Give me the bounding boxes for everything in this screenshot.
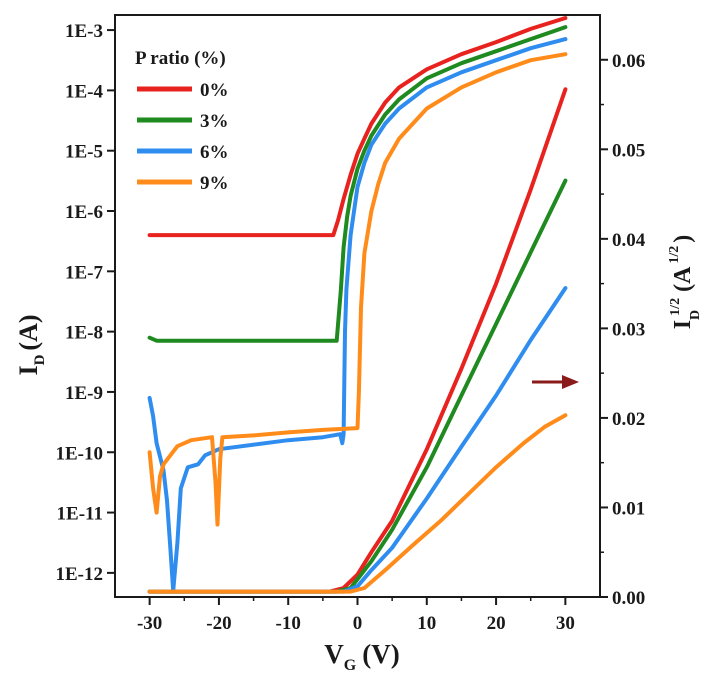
y-axis-left-label: ID(A) bbox=[14, 314, 48, 375]
data-curves bbox=[147, 16, 568, 594]
y-left-tick-label: 1E-12 bbox=[56, 564, 104, 585]
legend-title: P ratio (%) bbox=[135, 48, 226, 69]
transfer-curve-sqrt-9pct bbox=[147, 413, 568, 594]
x-tick-label: -20 bbox=[206, 613, 231, 634]
y-left-tick-label: 1E-11 bbox=[57, 504, 103, 525]
transfer-curve-log-6pct bbox=[147, 37, 568, 593]
y-axis-right-label: ID1/2(A1/2) bbox=[667, 235, 703, 330]
y-left-tick-label: 1E-4 bbox=[65, 81, 104, 102]
y-left-tick-label: 1E-5 bbox=[65, 142, 103, 163]
legend-label: 6% bbox=[200, 142, 229, 163]
y-left-tick-label: 1E-6 bbox=[65, 202, 103, 223]
y-right-tick-label: 0.02 bbox=[612, 409, 645, 430]
right-axis-arrow bbox=[532, 375, 579, 389]
transfer-curve-log-0pct bbox=[147, 16, 568, 238]
x-tick-label: 20 bbox=[487, 613, 506, 634]
transfer-curve-log-9pct bbox=[147, 52, 568, 527]
x-tick-label: 0 bbox=[353, 613, 363, 634]
y-left-tick-label: 1E-9 bbox=[65, 383, 103, 404]
y-left-tick-label: 1E-8 bbox=[65, 323, 103, 344]
axes-ticks: -30 -20 -10 0 10 20 30 1E-3 1E-4 1E-5 1E-6 1E-7 1E-8… bbox=[56, 21, 646, 634]
x-tick-label: -30 bbox=[137, 613, 162, 634]
x-tick-label: -10 bbox=[276, 613, 301, 634]
y-right-tick-label: 0.00 bbox=[612, 588, 645, 609]
y-left-tick-label: 1E-3 bbox=[65, 21, 103, 42]
legend: P ratio (%) 0% 3% 6% 9% bbox=[135, 48, 229, 194]
y-left-tick-label: 1E-10 bbox=[56, 443, 104, 464]
x-tick-label: 30 bbox=[556, 613, 575, 634]
y-right-tick-label: 0.06 bbox=[612, 51, 645, 72]
plot-frame bbox=[114, 14, 601, 598]
arrow-head-icon bbox=[562, 375, 579, 389]
y-right-tick-label: 0.03 bbox=[612, 319, 645, 340]
legend-label: 3% bbox=[200, 111, 229, 132]
x-axis-label: VG (V) bbox=[324, 639, 399, 674]
x-tick-label: 10 bbox=[417, 613, 436, 634]
transfer-curve-log-3pct bbox=[147, 25, 568, 343]
y-right-tick-label: 0.05 bbox=[612, 140, 645, 161]
legend-label: 0% bbox=[200, 80, 229, 101]
y-right-tick-label: 0.04 bbox=[612, 230, 646, 251]
y-left-tick-label: 1E-7 bbox=[65, 262, 104, 283]
y-right-tick-label: 0.01 bbox=[612, 498, 645, 519]
legend-label: 9% bbox=[200, 173, 229, 194]
